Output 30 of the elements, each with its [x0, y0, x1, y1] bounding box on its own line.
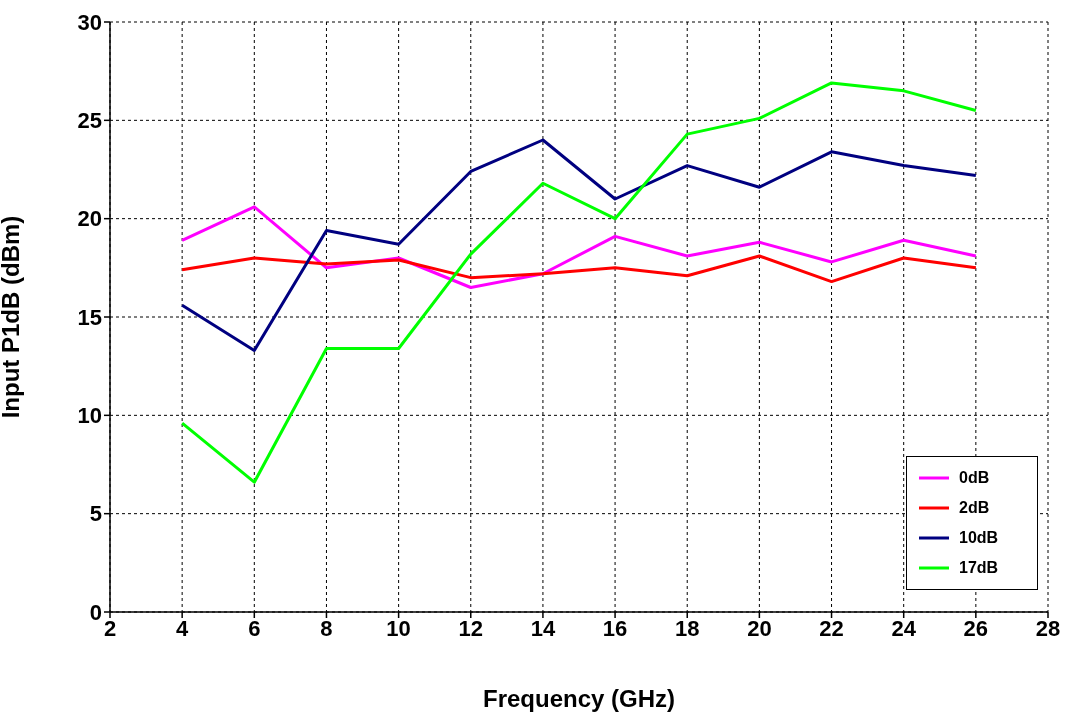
x-axis-title: Frequency (GHz) [482, 685, 676, 712]
y-tick-label: 25 [77, 108, 102, 134]
x-tick-label: 24 [891, 615, 917, 641]
y-tick-label: 10 [77, 403, 102, 429]
x-tick-label: 14 [530, 615, 556, 641]
x-tick-label: 12 [458, 615, 484, 641]
x-tick-label: 6 [248, 615, 261, 641]
x-tick-label: 16 [602, 615, 628, 641]
x-tick-label: 28 [1035, 615, 1061, 641]
legend-label: 17dB [959, 559, 999, 577]
x-tick-label: 2 [103, 615, 117, 641]
line-series [180, 138, 978, 352]
y-tick-label: 0 [89, 599, 102, 625]
x-tick-label: 26 [963, 615, 989, 641]
legend-label: 2dB [959, 499, 990, 517]
legend-label: 0dB [959, 469, 990, 487]
y-tick-label: 30 [77, 9, 102, 35]
x-tick-label: 18 [674, 615, 700, 641]
y-tick-label: 15 [77, 304, 102, 330]
line-series [180, 254, 978, 284]
y-axis-title: Input P1dB (dBm) [0, 215, 24, 419]
x-tick-label: 10 [386, 615, 411, 641]
x-tick-label: 22 [819, 615, 844, 641]
x-tick-label: 4 [176, 615, 190, 641]
y-tick-label: 20 [77, 206, 102, 232]
y-tick-label: 5 [89, 501, 102, 527]
x-tick-label: 8 [320, 615, 333, 641]
x-tick-label: 20 [747, 615, 772, 641]
line-series [180, 205, 978, 289]
legend-label: 10dB [959, 529, 999, 547]
